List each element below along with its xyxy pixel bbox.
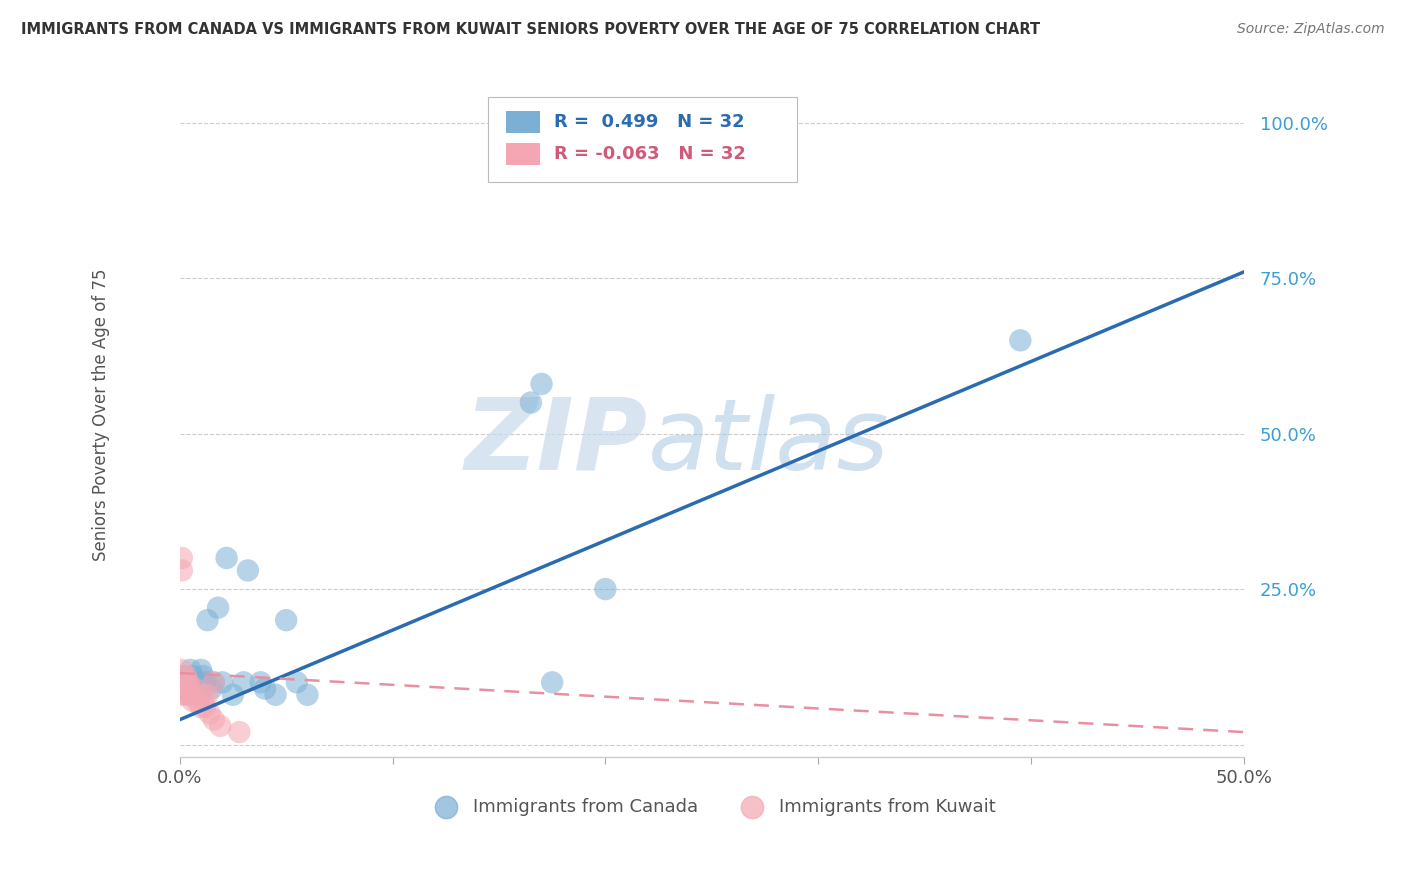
Point [194, 675, 217, 690]
Point [173, 681, 195, 696]
Text: Source: ZipAtlas.com: Source: ZipAtlas.com [1237, 22, 1385, 37]
Point [170, 681, 193, 696]
Point [207, 600, 229, 615]
Point [198, 706, 221, 721]
Point [1010, 334, 1032, 348]
Point [183, 681, 205, 696]
Point [249, 675, 271, 690]
Point [187, 688, 209, 702]
Point [170, 563, 193, 577]
Point [232, 675, 254, 690]
Point [197, 688, 219, 702]
Point [170, 675, 193, 690]
Point [174, 681, 197, 696]
Point [520, 395, 543, 409]
Point [211, 675, 233, 690]
Point [202, 675, 225, 690]
Point [169, 681, 191, 696]
Point [236, 563, 259, 577]
Point [194, 700, 217, 714]
Y-axis label: Seniors Poverty Over the Age of 75: Seniors Poverty Over the Age of 75 [93, 268, 110, 561]
Point [197, 613, 219, 627]
Point [177, 675, 200, 690]
Point [179, 681, 201, 696]
Point [177, 675, 200, 690]
Point [179, 663, 201, 677]
Point [190, 700, 212, 714]
Point [174, 669, 197, 683]
Bar [506, 112, 540, 133]
Point [177, 688, 200, 702]
Bar [506, 144, 540, 165]
Point [173, 675, 195, 690]
Point [169, 675, 191, 690]
Point [173, 669, 195, 683]
Point [173, 688, 195, 702]
Point [179, 688, 201, 702]
Point [209, 719, 232, 733]
Point [690, 134, 713, 148]
Text: R =  0.499   N = 32: R = 0.499 N = 32 [554, 113, 745, 131]
Point [595, 582, 617, 596]
Point [202, 713, 225, 727]
Point [186, 675, 208, 690]
Point [173, 669, 195, 683]
Point [181, 694, 204, 708]
FancyBboxPatch shape [488, 97, 797, 183]
Text: R = -0.063   N = 32: R = -0.063 N = 32 [554, 145, 747, 163]
Point [181, 669, 204, 683]
Point [170, 551, 193, 566]
Point [193, 694, 215, 708]
Point [170, 675, 193, 690]
Point [170, 663, 193, 677]
Point [201, 681, 224, 696]
Point [169, 688, 191, 702]
Point [202, 675, 225, 690]
Text: ZIP: ZIP [465, 394, 648, 491]
Point [215, 551, 238, 566]
Point [174, 675, 197, 690]
Text: atlas: atlas [648, 394, 890, 491]
Text: IMMIGRANTS FROM CANADA VS IMMIGRANTS FROM KUWAIT SENIORS POVERTY OVER THE AGE OF: IMMIGRANTS FROM CANADA VS IMMIGRANTS FRO… [21, 22, 1040, 37]
Point [264, 688, 287, 702]
Point [253, 681, 276, 696]
Legend: Immigrants from Canada, Immigrants from Kuwait: Immigrants from Canada, Immigrants from … [420, 790, 1002, 823]
Point [541, 675, 564, 690]
Point [222, 688, 245, 702]
Point [276, 613, 298, 627]
Point [193, 669, 215, 683]
Point [297, 688, 319, 702]
Point [530, 376, 553, 391]
Point [190, 688, 212, 702]
Point [174, 681, 197, 696]
Point [285, 675, 308, 690]
Point [186, 694, 208, 708]
Point [228, 725, 250, 739]
Point [190, 663, 212, 677]
